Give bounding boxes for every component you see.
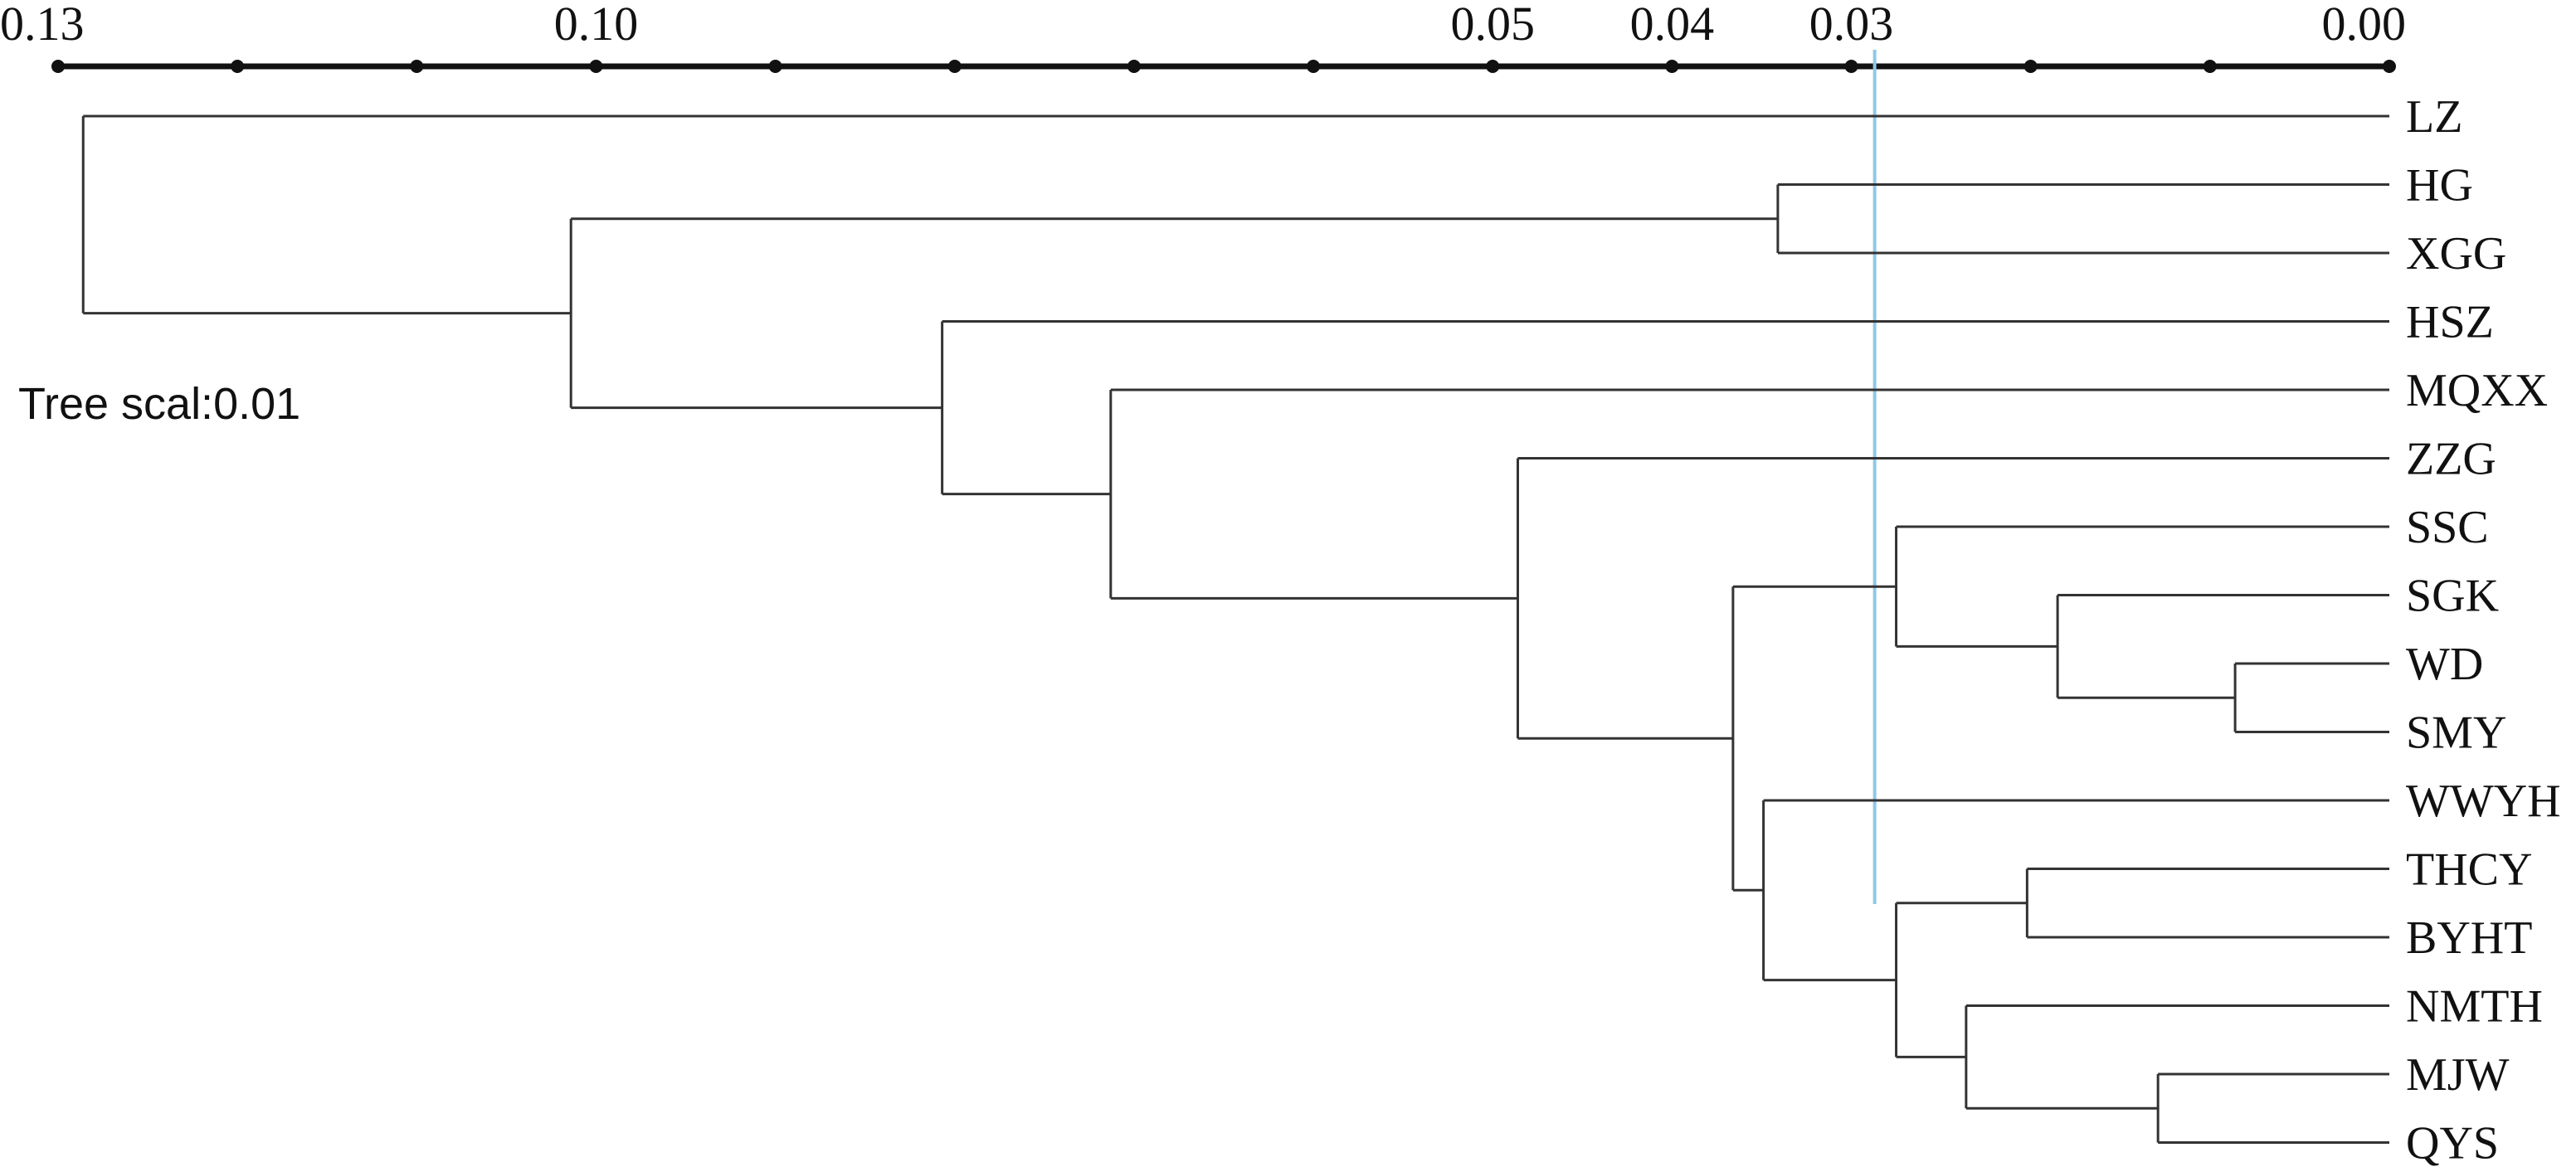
leaf-label-lz: LZ <box>2406 91 2462 143</box>
leaf-label-byht: BYHT <box>2406 912 2532 964</box>
axis-tick-dot <box>1844 60 1858 73</box>
tree-scale-note: Tree scal:0.01 <box>18 379 300 429</box>
axis-tick-dot <box>231 60 245 73</box>
axis-tick-label: 0.05 <box>1450 0 1535 51</box>
axis-tick-label: 0.13 <box>0 0 85 51</box>
axis-tick-dot <box>51 60 65 73</box>
axis-tick-dot <box>410 60 424 73</box>
leaf-label-wwyh: WWYH <box>2406 776 2561 827</box>
axis-tick-dot <box>589 60 603 73</box>
axis-tick-dot <box>1307 60 1321 73</box>
axis-tick-dot <box>2023 60 2038 73</box>
axis-tick-dot <box>768 60 782 73</box>
axis-tick-dot <box>1665 60 1679 73</box>
axis-tick-label: 0.03 <box>1809 0 1894 51</box>
distance-axis: 0.13 0.10 0.05 0.04 0.03 0.00 <box>0 0 2406 73</box>
axis-tick-label: 0.04 <box>1630 0 1715 51</box>
leaf-labels: LZ HG XGG HSZ MQXX ZZG SSC SGK WD SMY WWYH THCY BYHT… <box>2406 91 2561 1167</box>
leaf-label-qys: QYS <box>2406 1118 2499 1167</box>
leaf-label-zzg: ZZG <box>2406 434 2496 485</box>
leaf-label-mqxx: MQXX <box>2406 365 2548 416</box>
leaf-label-smy: SMY <box>2406 707 2506 759</box>
axis-tick-dot <box>2203 60 2217 73</box>
leaf-label-nmth: NMTH <box>2406 981 2543 1033</box>
axis-tick-dot <box>947 60 962 73</box>
leaf-label-hg: HG <box>2406 160 2473 212</box>
leaf-label-hsz: HSZ <box>2406 297 2494 348</box>
leaf-label-wd: WD <box>2406 639 2483 690</box>
leaf-label-sgk: SGK <box>2406 571 2499 622</box>
dendrogram-branches <box>81 114 2389 1144</box>
leaf-label-ssc: SSC <box>2406 502 2489 553</box>
axis-tick-label: 0.00 <box>2322 0 2407 51</box>
leaf-label-mjw: MJW <box>2406 1049 2510 1101</box>
axis-tick-dot <box>2383 60 2396 73</box>
axis-tick-dot <box>1127 60 1141 73</box>
leaf-label-xgg: XGG <box>2406 228 2506 280</box>
axis-tick-dot <box>1486 60 1500 73</box>
axis-tick-label: 0.10 <box>554 0 639 51</box>
leaf-label-thcy: THCY <box>2406 844 2532 896</box>
